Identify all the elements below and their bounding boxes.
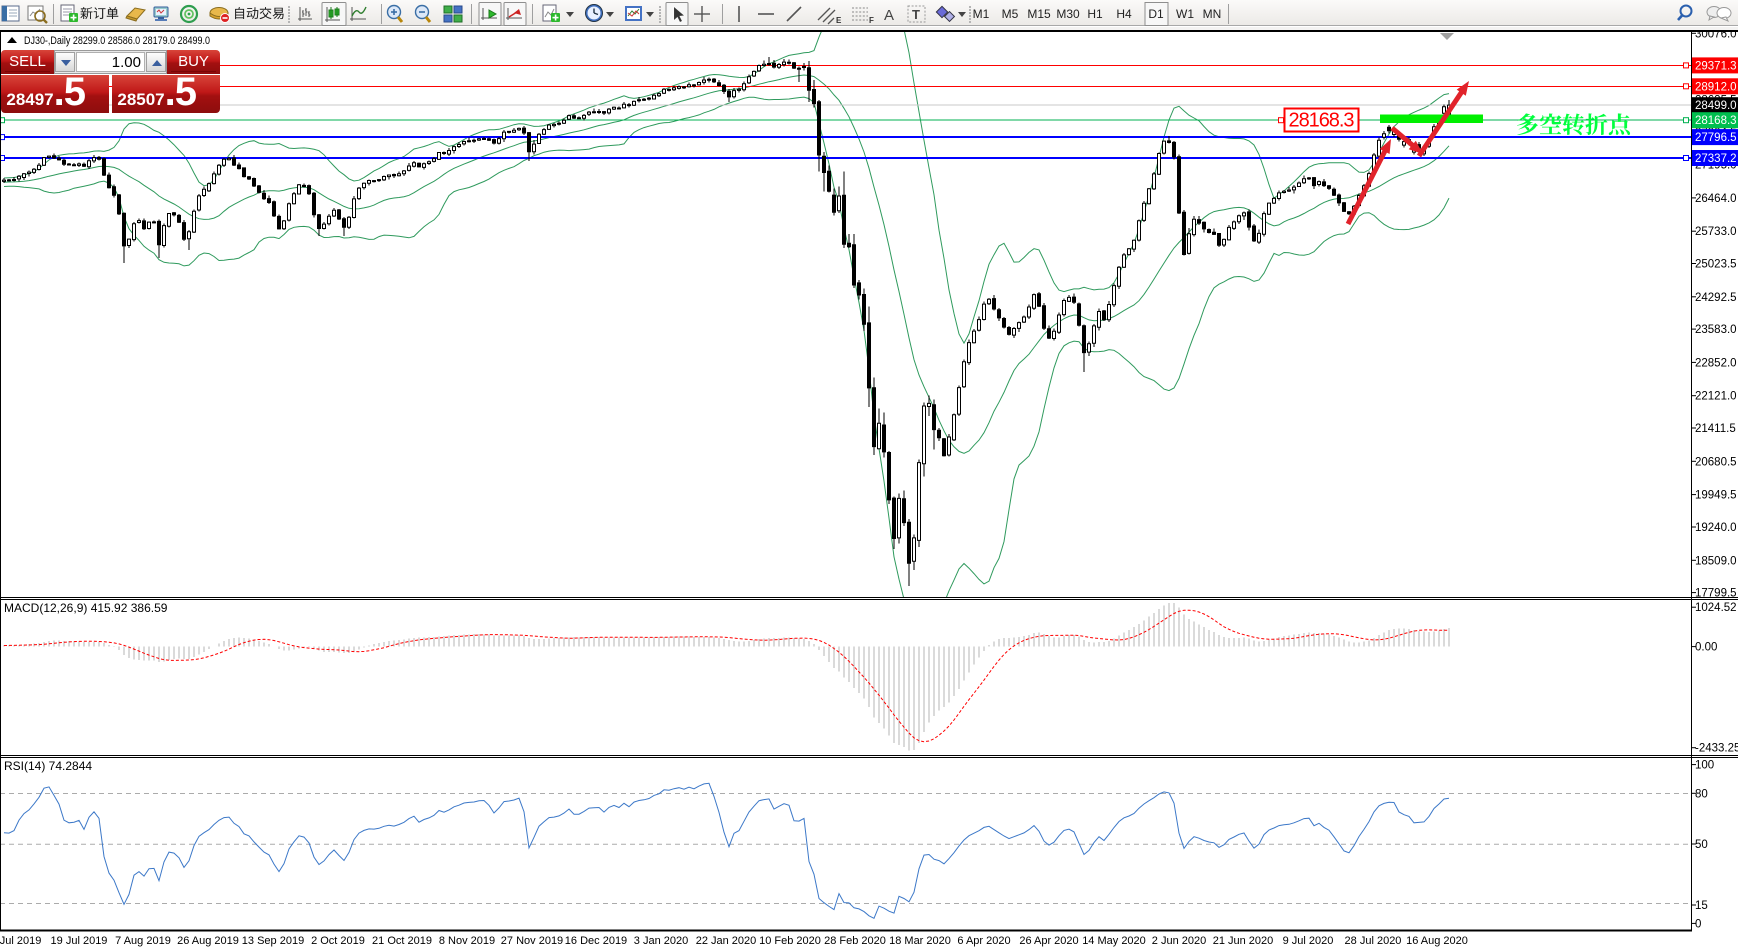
svg-text:22852.0: 22852.0	[1695, 357, 1737, 369]
svg-text:100: 100	[1695, 760, 1714, 772]
svg-text:16 Aug 2020: 16 Aug 2020	[1406, 935, 1468, 947]
svg-text:26 Aug 2019: 26 Aug 2019	[177, 935, 239, 947]
svg-text:M5: M5	[1002, 7, 1019, 21]
svg-text:50: 50	[1695, 839, 1708, 851]
svg-text:28 Feb 2020: 28 Feb 2020	[824, 935, 886, 947]
svg-text:D1: D1	[1148, 7, 1164, 21]
svg-text:17799.5: 17799.5	[1695, 588, 1737, 600]
svg-text:9 Jul 2020: 9 Jul 2020	[1283, 935, 1334, 947]
svg-text:H1: H1	[1087, 7, 1103, 21]
svg-text:18 Mar 2020: 18 Mar 2020	[889, 935, 951, 947]
svg-text:21 Oct 2019: 21 Oct 2019	[372, 935, 432, 947]
svg-text:MACD(12,26,9) 415.92 386.59: MACD(12,26,9) 415.92 386.59	[4, 601, 168, 615]
svg-text:27 Nov 2019: 27 Nov 2019	[501, 935, 563, 947]
svg-text:18509.0: 18509.0	[1695, 555, 1737, 567]
svg-text:26464.0: 26464.0	[1695, 193, 1737, 205]
svg-text:T: T	[912, 7, 920, 22]
svg-text:0.00: 0.00	[1695, 642, 1717, 654]
svg-text:MN: MN	[1203, 7, 1222, 21]
svg-text:H4: H4	[1116, 7, 1132, 21]
svg-text:19949.5: 19949.5	[1695, 490, 1737, 502]
svg-text:8 Nov 2019: 8 Nov 2019	[439, 935, 495, 947]
svg-text:F: F	[869, 16, 874, 25]
svg-text:28168.3: 28168.3	[1289, 110, 1355, 132]
svg-text:16 Dec 2019: 16 Dec 2019	[565, 935, 627, 947]
svg-text:28168.3: 28168.3	[1695, 115, 1737, 127]
svg-text:M1: M1	[973, 7, 990, 21]
svg-text:0: 0	[1695, 918, 1701, 930]
svg-text:20680.5: 20680.5	[1695, 456, 1737, 468]
svg-text:23583.0: 23583.0	[1695, 324, 1737, 336]
svg-text:A: A	[884, 7, 894, 24]
svg-text:6 Apr 2020: 6 Apr 2020	[957, 935, 1010, 947]
svg-text:25733.0: 25733.0	[1695, 226, 1737, 238]
svg-text:21 Jun 2020: 21 Jun 2020	[1213, 935, 1274, 947]
svg-text:30076.0: 30076.0	[1695, 28, 1737, 40]
svg-text:M15: M15	[1027, 7, 1051, 21]
svg-text:22121.0: 22121.0	[1695, 391, 1737, 403]
svg-text:W1: W1	[1176, 7, 1194, 21]
svg-text:27796.5: 27796.5	[1695, 132, 1737, 144]
svg-text:7 Aug 2019: 7 Aug 2019	[115, 935, 171, 947]
svg-text:10 Feb 2020: 10 Feb 2020	[759, 935, 821, 947]
svg-text:19 Jul 2019: 19 Jul 2019	[51, 935, 108, 947]
svg-text:-2433.25: -2433.25	[1695, 743, 1738, 755]
svg-text:3 Jan 2020: 3 Jan 2020	[634, 935, 688, 947]
svg-text:14 May 2020: 14 May 2020	[1082, 935, 1146, 947]
svg-text:28912.0: 28912.0	[1695, 81, 1737, 93]
svg-text:29371.3: 29371.3	[1695, 60, 1737, 72]
svg-text:19240.0: 19240.0	[1695, 522, 1737, 534]
svg-text:26 Apr 2020: 26 Apr 2020	[1019, 935, 1078, 947]
svg-text:13 Sep 2019: 13 Sep 2019	[242, 935, 304, 947]
svg-text:15: 15	[1695, 900, 1708, 912]
svg-text:25023.5: 25023.5	[1695, 259, 1737, 271]
svg-text:DJ30-,Daily 28299.0 28586.0 2: DJ30-,Daily 28299.0 28586.0 28179.0 2849…	[24, 35, 210, 47]
svg-text:28 Jul 2020: 28 Jul 2020	[1345, 935, 1402, 947]
svg-text:2 Jun 2020: 2 Jun 2020	[1152, 935, 1206, 947]
svg-text:M30: M30	[1056, 7, 1080, 21]
svg-text:27337.2: 27337.2	[1695, 153, 1737, 165]
svg-text:22 Jan 2020: 22 Jan 2020	[696, 935, 757, 947]
svg-text:80: 80	[1695, 788, 1708, 800]
svg-text:E: E	[836, 16, 842, 25]
svg-text:RSI(14) 74.2844: RSI(14) 74.2844	[4, 759, 92, 773]
svg-text:28499.0: 28499.0	[1695, 100, 1737, 112]
svg-text:2 Oct 2019: 2 Oct 2019	[311, 935, 365, 947]
svg-text:21411.5: 21411.5	[1695, 423, 1736, 435]
svg-text:1 Jul 2019: 1 Jul 2019	[0, 935, 41, 947]
svg-text:24292.5: 24292.5	[1695, 292, 1737, 304]
svg-text:1024.52: 1024.52	[1695, 602, 1737, 614]
